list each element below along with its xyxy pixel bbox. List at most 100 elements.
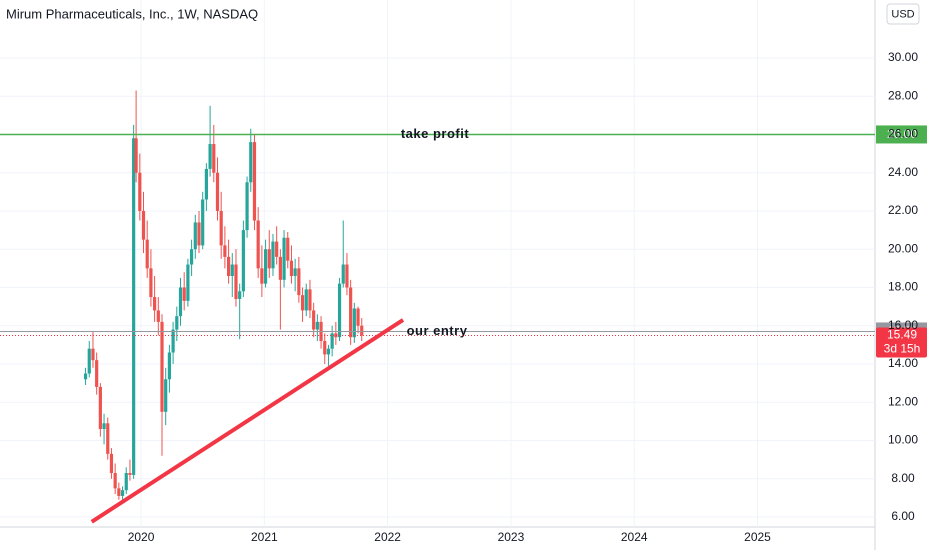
candle-body (308, 289, 312, 311)
candle-body (304, 289, 308, 311)
candle-body (356, 308, 360, 326)
candle-body (124, 473, 128, 491)
candle-body (271, 241, 275, 269)
y-tick-label: 26.00 (888, 127, 918, 141)
candle-body (252, 142, 257, 221)
candle-body (267, 249, 271, 269)
candle-body (245, 182, 249, 231)
candle-body (263, 249, 268, 284)
candle-body (91, 348, 95, 361)
candle-body (109, 453, 114, 474)
x-tick-label: 2024 (621, 530, 648, 544)
candle-body (282, 237, 286, 280)
candle-body (132, 138, 136, 475)
chart-title: Mirum Pharmaceuticals, Inc., 1W, NASDAQ (6, 6, 258, 21)
candle-body (297, 268, 301, 296)
candle-body (128, 473, 132, 475)
countdown-label: 3d 15h (884, 342, 921, 356)
x-tick-label: 2022 (374, 530, 401, 544)
y-tick-label: 16.00 (888, 318, 918, 332)
x-tick-label: 2020 (128, 530, 155, 544)
price-label: 26.00 (887, 127, 917, 141)
x-tick-label: 2023 (498, 530, 525, 544)
candle-body (312, 310, 316, 330)
candle-body (201, 199, 205, 246)
candle-body (349, 287, 353, 338)
candle-body (178, 287, 183, 317)
candle-body (223, 245, 227, 257)
candle-body (230, 264, 234, 276)
y-tick-label: 10.00 (888, 433, 918, 447)
candle-body (83, 373, 88, 380)
candle-body (95, 360, 99, 387)
candle-body (153, 297, 157, 311)
candle-body (193, 222, 197, 250)
candle-body (278, 256, 282, 280)
candle-body (113, 473, 117, 489)
candle-body (160, 321, 164, 412)
candle-body (241, 230, 245, 292)
candle-body (208, 144, 212, 169)
y-tick-label: 24.00 (888, 165, 918, 179)
candle-body (286, 237, 290, 261)
currency-button[interactable] (886, 3, 920, 25)
candle-body (249, 142, 253, 183)
candle-body (315, 321, 319, 330)
candle-body (360, 325, 364, 336)
candle-body (171, 329, 175, 353)
y-tick-label: 30.00 (888, 50, 918, 64)
candle-body (326, 348, 331, 355)
candle-body (98, 386, 102, 430)
y-tick-label: 18.00 (888, 280, 918, 294)
candle-body (117, 488, 121, 496)
candle-body (138, 172, 142, 211)
candle-body (189, 249, 194, 265)
y-tick-label: 20.00 (888, 241, 918, 255)
candle-body (204, 168, 208, 200)
candle-body (212, 144, 216, 173)
candle-body (164, 379, 168, 412)
y-tick-label: 28.00 (888, 88, 918, 102)
candle-body (256, 220, 260, 269)
x-tick-label: 2025 (744, 530, 771, 544)
candle-body (300, 295, 305, 311)
price-label-bg (876, 125, 927, 144)
x-tick-label: 2021 (251, 530, 278, 544)
candle-body (293, 268, 297, 276)
candle-body (234, 264, 238, 299)
candle-body (106, 423, 110, 454)
candle-body (141, 210, 146, 240)
trendline (90, 318, 405, 524)
candle-body (149, 268, 153, 298)
y-tick-label: 8.00 (891, 471, 915, 485)
candle-body (182, 287, 186, 301)
candle-body (289, 260, 294, 276)
candle-body (102, 423, 106, 430)
candle-body (219, 210, 223, 246)
candle-body (186, 264, 190, 301)
candle-body (337, 283, 342, 338)
last-price-label: 15.49 (887, 328, 917, 342)
candle-body (238, 291, 242, 299)
y-tick-label: 14.00 (888, 356, 918, 370)
y-tick-label: 12.00 (888, 394, 918, 408)
candle-body (275, 241, 279, 257)
candle-body (120, 490, 125, 496)
line-annotation: our entry (407, 323, 468, 338)
y-tick-label: 6.00 (891, 509, 915, 523)
y-tick-label: 22.00 (888, 203, 918, 217)
candle-body (175, 316, 179, 330)
candle-body (156, 310, 160, 322)
candle-body (260, 268, 264, 284)
currency-label: USD (891, 8, 914, 20)
candle-body (134, 138, 138, 173)
candle-body (334, 333, 338, 338)
candle-body (145, 239, 149, 269)
candle-body (87, 348, 91, 374)
last-price-bg (876, 327, 927, 358)
candle-body (167, 352, 172, 380)
candle-body (323, 341, 327, 355)
candle-body (215, 172, 220, 211)
